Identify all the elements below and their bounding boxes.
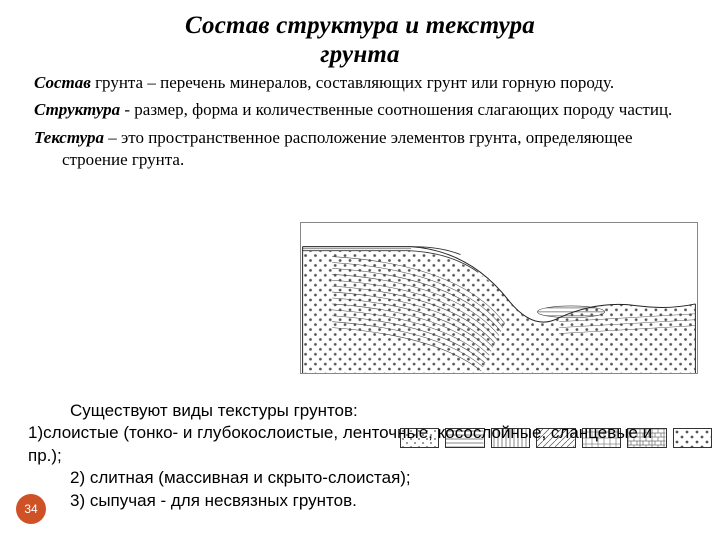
rest-sostav: грунта – перечень минералов, составляющи… xyxy=(91,73,614,92)
title-line-1: Состав структура и текстура xyxy=(185,12,535,39)
page-number: 34 xyxy=(24,502,37,516)
cross-section-diagram xyxy=(300,222,698,374)
def-tekst: Текстура – это пространственное располож… xyxy=(34,127,686,171)
diagram-svg xyxy=(301,223,697,373)
rest-tekst: – это пространственное расположение элем… xyxy=(62,128,633,169)
page-title: Состав структура и текстура грунта xyxy=(34,12,686,70)
term-sostav: Состав xyxy=(34,73,91,92)
title-line-2: грунта xyxy=(320,41,400,68)
term-struct: Структура xyxy=(34,100,120,119)
term-tekst: Текстура xyxy=(34,128,104,147)
rest-struct: - размер, форма и количественные соотнош… xyxy=(120,100,672,119)
textures-item-1: 1)слоистые (тонко- и глубокослоистые, ле… xyxy=(28,422,682,467)
def-sostav: Состав грунта – перечень минералов, сост… xyxy=(34,72,686,94)
textures-item-2: 2) слитная (массивная и скрыто-слоистая)… xyxy=(70,467,682,489)
def-struct: Структура - размер, форма и количественн… xyxy=(34,99,686,121)
textures-item-3: 3) сыпучая - для несвязных грунтов. xyxy=(70,490,682,512)
page-number-badge: 34 xyxy=(16,494,46,524)
definitions-block: Состав грунта – перечень минералов, сост… xyxy=(34,72,686,171)
textures-list: Существуют виды текстуры грунтов: 1)слои… xyxy=(42,400,682,512)
textures-leadin: Существуют виды текстуры грунтов: xyxy=(70,400,682,422)
